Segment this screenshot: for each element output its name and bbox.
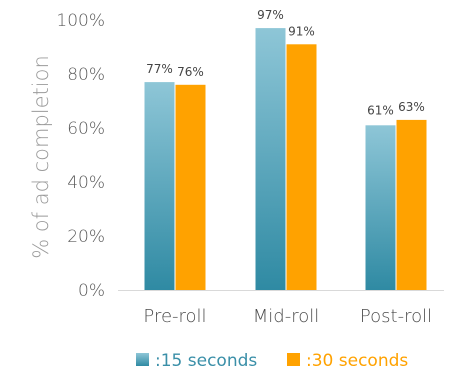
- data-label: 97%: [257, 8, 284, 22]
- y-tick-label: 60%: [67, 119, 105, 139]
- y-tick-label: 20%: [67, 227, 105, 247]
- y-axis-title-group: % of ad completion: [29, 55, 53, 259]
- x-tick-label: Pre-roll: [143, 306, 206, 327]
- bars: [144, 28, 427, 291]
- data-label: 63%: [398, 100, 425, 114]
- bar-30s-mid-roll: [286, 44, 317, 290]
- bar-15s-mid-roll: [255, 28, 286, 290]
- legend-label: :30 seconds: [306, 351, 408, 371]
- x-axis-labels: Pre-roll Mid-roll Post-roll: [143, 306, 432, 327]
- x-tick-label: Mid-roll: [253, 306, 319, 327]
- y-tick-label: 0%: [78, 281, 105, 301]
- data-label: 77%: [146, 62, 173, 76]
- legend-swatch: [287, 353, 300, 366]
- y-axis-title: % of ad completion: [29, 55, 53, 259]
- data-labels: 77% 76% 97% 91% 61% 63%: [146, 8, 425, 117]
- data-label: 76%: [177, 65, 204, 79]
- legend-label: :15 seconds: [155, 351, 257, 371]
- legend-swatch: [136, 353, 149, 366]
- y-tick-label: 40%: [67, 173, 105, 193]
- y-tick-label: 80%: [67, 65, 105, 85]
- bar-15s-post-roll: [365, 125, 396, 290]
- data-label: 91%: [288, 24, 315, 38]
- data-label: 61%: [367, 103, 394, 117]
- legend: :15 seconds :30 seconds: [136, 351, 408, 371]
- x-tick-label: Post-roll: [360, 306, 432, 327]
- bar-30s-post-roll: [396, 119, 427, 291]
- y-tick-label: 100%: [56, 11, 105, 31]
- bar-30s-pre-roll: [175, 84, 206, 290]
- bar-15s-pre-roll: [144, 82, 175, 290]
- y-axis-ticks: 0% 20% 40% 60% 80% 100%: [56, 11, 105, 301]
